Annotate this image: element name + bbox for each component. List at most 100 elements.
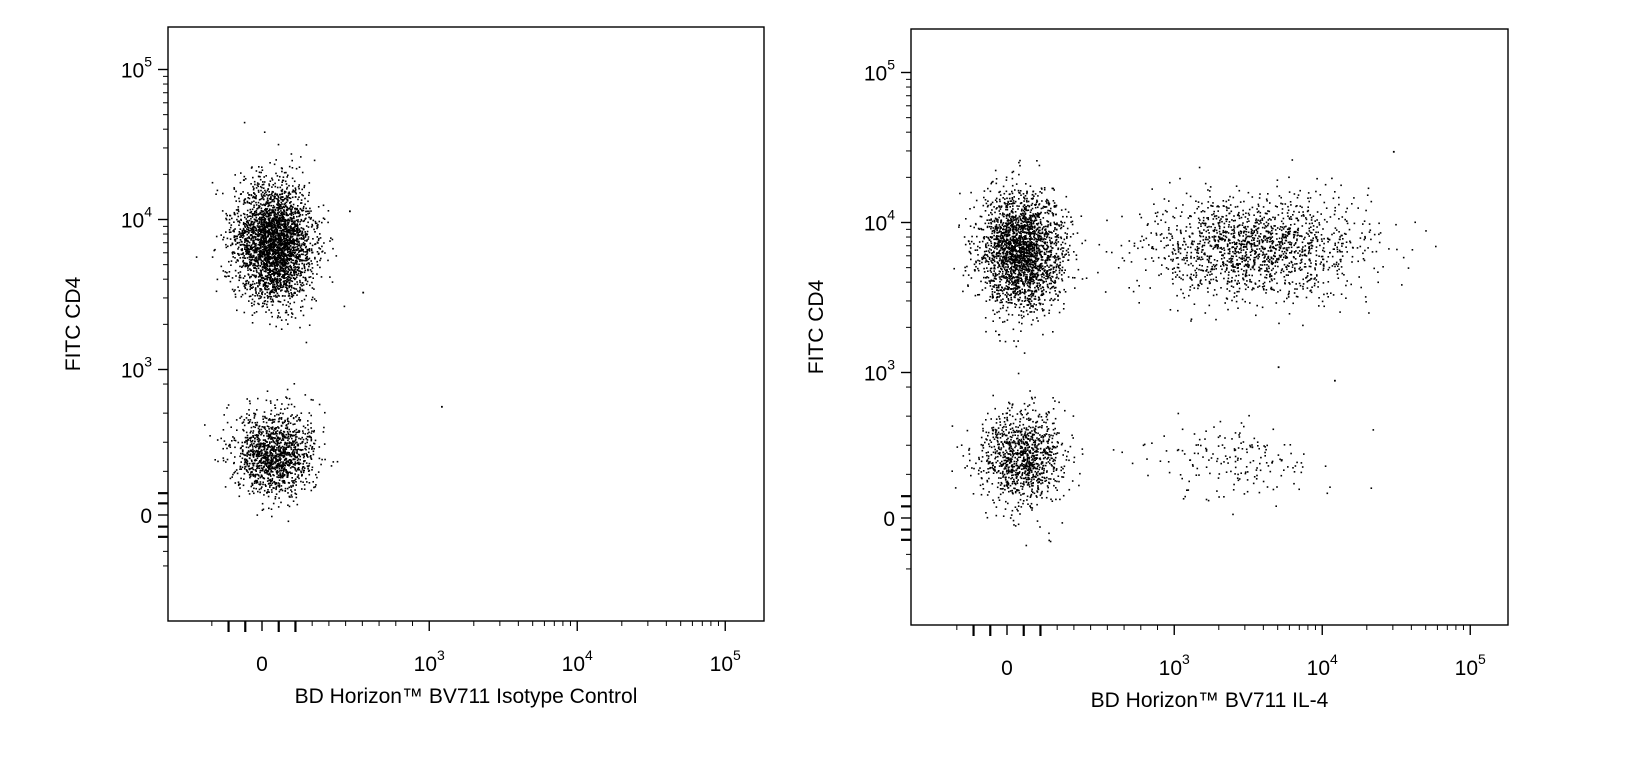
event-dot — [319, 404, 321, 406]
event-dot — [266, 435, 268, 437]
event-dot — [287, 419, 289, 421]
event-dot — [292, 482, 294, 484]
event-dot — [269, 441, 271, 443]
event-dot — [324, 412, 326, 414]
event-dot — [299, 290, 301, 292]
event-dot — [275, 484, 277, 486]
event-dot — [301, 220, 303, 222]
event-dot — [298, 184, 300, 186]
event-dot — [296, 216, 298, 218]
event-dot — [252, 436, 254, 438]
event-dot — [265, 463, 267, 465]
event-dot — [274, 256, 276, 258]
event-dot — [265, 235, 267, 237]
event-dot — [261, 263, 263, 265]
event-dot — [258, 256, 260, 258]
event-dot — [285, 490, 287, 492]
event-dot — [248, 281, 250, 283]
event-dot — [240, 257, 242, 259]
event-dot — [247, 463, 249, 465]
event-dot — [258, 176, 260, 178]
event-dot — [301, 437, 303, 439]
event-dot — [241, 416, 243, 418]
event-dot — [249, 251, 251, 253]
event-dot — [297, 476, 299, 478]
event-dot — [290, 261, 292, 263]
event-dot — [286, 397, 288, 399]
event-dot — [274, 236, 276, 238]
event-dot — [266, 449, 268, 451]
event-dot — [295, 461, 297, 463]
event-dot — [273, 184, 275, 186]
event-dot — [233, 187, 235, 189]
event-dot — [272, 221, 274, 223]
event-dot — [264, 222, 266, 224]
event-dot — [279, 252, 281, 254]
event-dot — [235, 236, 237, 238]
event-dot — [271, 226, 273, 228]
event-dot — [261, 486, 263, 488]
event-dot — [235, 262, 237, 264]
event-dot — [261, 210, 263, 212]
event-dot — [264, 271, 266, 273]
event-dot — [1025, 183, 1027, 185]
event-dot — [279, 450, 281, 452]
event-dot — [245, 437, 247, 439]
event-dot — [262, 181, 264, 183]
event-dot — [272, 482, 274, 484]
event-dot — [277, 310, 279, 312]
event-dot — [301, 227, 303, 229]
event-dot — [296, 470, 298, 472]
event-dot — [273, 295, 275, 297]
event-dot — [271, 201, 273, 203]
event-dot — [288, 433, 290, 435]
event-dot — [270, 413, 272, 415]
event-dot — [289, 166, 291, 168]
event-dot — [276, 264, 278, 266]
event-dot — [277, 195, 279, 197]
event-dot — [286, 442, 288, 444]
event-dot — [238, 198, 240, 200]
event-dot — [272, 421, 274, 423]
event-dot — [279, 288, 281, 290]
event-dot — [267, 460, 269, 462]
event-dot — [292, 247, 294, 249]
event-dot — [300, 449, 302, 451]
event-dot — [259, 489, 261, 491]
event-dot — [291, 472, 293, 474]
outlier-dot — [362, 292, 364, 294]
event-dot — [256, 208, 258, 210]
event-dot — [307, 436, 309, 438]
event-dot — [257, 303, 259, 305]
event-dot — [246, 447, 248, 449]
event-dot — [282, 220, 284, 222]
event-dot — [308, 465, 310, 467]
event-dot — [264, 248, 266, 250]
event-dot — [269, 230, 271, 232]
event-dot — [291, 404, 293, 406]
event-dot — [235, 239, 237, 241]
event-dot — [303, 466, 305, 468]
event-dot — [307, 269, 309, 271]
event-dot — [277, 255, 279, 257]
event-dot — [291, 236, 293, 238]
event-dot — [258, 478, 260, 480]
event-dot — [268, 266, 270, 268]
event-dot — [266, 430, 268, 432]
event-dot — [258, 244, 260, 246]
event-dot — [269, 202, 271, 204]
event-dot — [296, 294, 298, 296]
event-dot — [278, 219, 280, 221]
event-dot — [1023, 275, 1025, 277]
event-dot — [311, 308, 313, 310]
event-dot — [244, 201, 246, 203]
event-dot — [282, 295, 284, 297]
event-dot — [310, 455, 312, 457]
event-dot — [297, 290, 299, 292]
event-dot — [252, 230, 254, 232]
event-dot — [299, 228, 301, 230]
event-dot — [292, 223, 294, 225]
event-dot — [269, 194, 271, 196]
event-dot — [320, 258, 322, 260]
event-dot — [282, 252, 284, 254]
